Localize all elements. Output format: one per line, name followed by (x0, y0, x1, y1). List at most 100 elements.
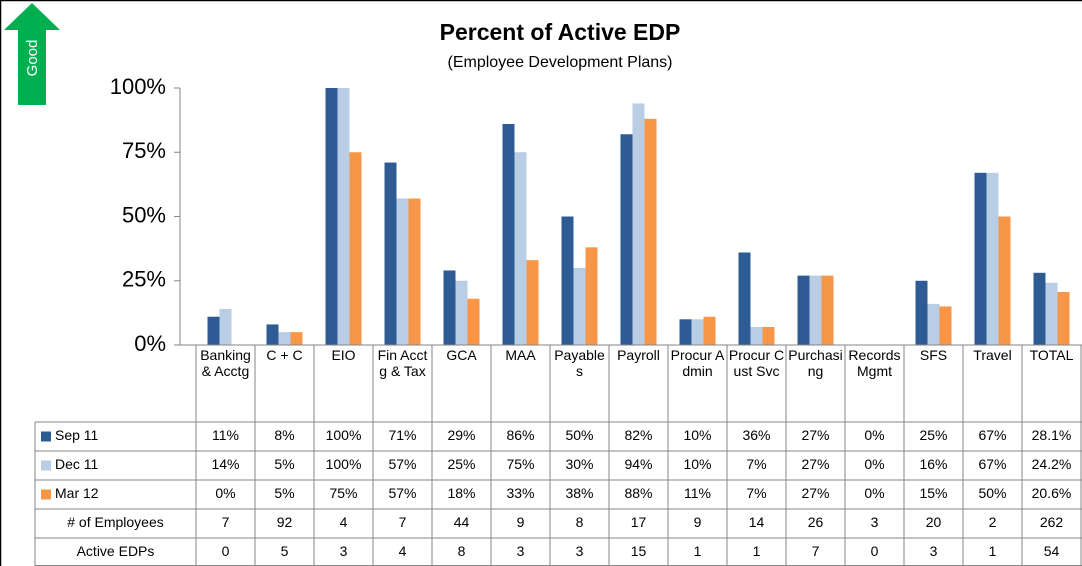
table-cell: 20 (926, 514, 942, 530)
table-cell: 1 (694, 543, 702, 559)
bar (408, 198, 421, 345)
table-cell: 7% (746, 456, 766, 472)
table-cell: 0% (864, 456, 884, 472)
table-cell: 9 (517, 514, 525, 530)
bar (349, 152, 362, 345)
table-cell: 8% (274, 427, 294, 443)
table-cell: 27% (801, 456, 829, 472)
table-cell: 16% (919, 456, 947, 472)
bar (762, 327, 775, 345)
bar (620, 134, 633, 345)
table-cell: 7 (222, 514, 230, 530)
table-cell: 11% (212, 427, 239, 443)
table-cell: 9 (694, 514, 702, 530)
bar (797, 275, 810, 345)
table-cell: 15 (631, 543, 647, 559)
table-cell: 8 (576, 514, 584, 530)
bar (337, 88, 350, 345)
table-cell: 8 (458, 543, 466, 559)
table-cell: 2 (989, 514, 997, 530)
bar (738, 252, 751, 345)
table-cell: 14 (749, 514, 765, 530)
table-cell: 5% (274, 456, 294, 472)
x-tick-label: Payroll (617, 347, 660, 363)
table-cell: 0% (864, 485, 884, 501)
x-tick-label: Procur Admin (670, 347, 725, 379)
table-cell: 82% (624, 427, 652, 443)
table-cell: 86% (506, 427, 534, 443)
table-cell: 15% (919, 485, 947, 501)
x-tick-label: Records Mgmt (848, 347, 901, 379)
good-label: Good (24, 40, 41, 77)
bar (526, 260, 539, 345)
table-cell: 1 (753, 543, 761, 559)
bar (998, 216, 1011, 345)
table-cell: 18% (447, 485, 475, 501)
table-cell: 94% (624, 456, 652, 472)
chart-subtitle: (Employee Development Plans) (448, 54, 673, 71)
x-tick-label: TOTAL (1029, 347, 1074, 363)
table-cell: 88% (624, 485, 652, 501)
bar (290, 332, 303, 345)
bar (939, 306, 952, 345)
good-arrow (4, 3, 60, 105)
bar (809, 275, 822, 345)
bar (467, 298, 480, 345)
table-cell: 0% (864, 427, 884, 443)
table-cell: 75% (506, 456, 534, 472)
y-tick-label: 25% (122, 267, 166, 292)
table-cell: 26 (808, 514, 824, 530)
bar (986, 172, 999, 345)
bar (455, 280, 468, 345)
table-cell: 100% (326, 427, 362, 443)
bar (703, 316, 716, 345)
legend-label: Sep 11 (55, 427, 99, 443)
x-tick-label: C + C (266, 347, 303, 363)
x-tick-label: MAA (505, 347, 536, 363)
bar (266, 324, 279, 345)
bar (573, 267, 586, 345)
bar (1045, 282, 1058, 345)
table-cell: 3 (930, 543, 938, 559)
table-cell: 29% (447, 427, 475, 443)
bar (915, 280, 928, 345)
bar (325, 88, 338, 345)
bar (927, 303, 940, 345)
bar (561, 216, 574, 345)
table-cell: 27% (801, 427, 829, 443)
table-cell: 25% (447, 456, 475, 472)
table-cell: 100% (326, 456, 362, 472)
y-tick-label: 75% (122, 138, 166, 163)
y-tick-label: 0% (134, 331, 166, 356)
table-cell: 3 (340, 543, 348, 559)
bar (219, 309, 232, 345)
bar (585, 247, 598, 345)
x-tick-label: GCA (446, 347, 477, 363)
table-cell: 28.1% (1032, 427, 1072, 443)
table-cell: 3 (517, 543, 525, 559)
table-cell: 24.2% (1032, 456, 1072, 472)
table-cell: 25% (919, 427, 947, 443)
table-cell: 36% (742, 427, 770, 443)
bar (974, 172, 987, 345)
bar (384, 162, 397, 345)
legend-swatch (41, 489, 51, 500)
table-cell: 0 (222, 543, 230, 559)
table-cell: 0% (215, 485, 235, 501)
table-cell: 92 (277, 514, 293, 530)
bar (691, 319, 704, 345)
table-cell: 4 (340, 514, 348, 530)
table-cell: 11% (684, 485, 711, 501)
table-cell: 7% (746, 485, 766, 501)
table-cell: 20.6% (1032, 485, 1072, 501)
x-tick-label: Banking & Acctg (200, 347, 251, 379)
bar (750, 327, 763, 345)
y-tick-label: 100% (110, 74, 166, 99)
table-cell: 30% (565, 456, 593, 472)
table-cell: 3 (576, 543, 584, 559)
table-cell: 7 (399, 514, 407, 530)
table-cell: 5 (281, 543, 289, 559)
legend-label: Mar 12 (55, 485, 99, 501)
